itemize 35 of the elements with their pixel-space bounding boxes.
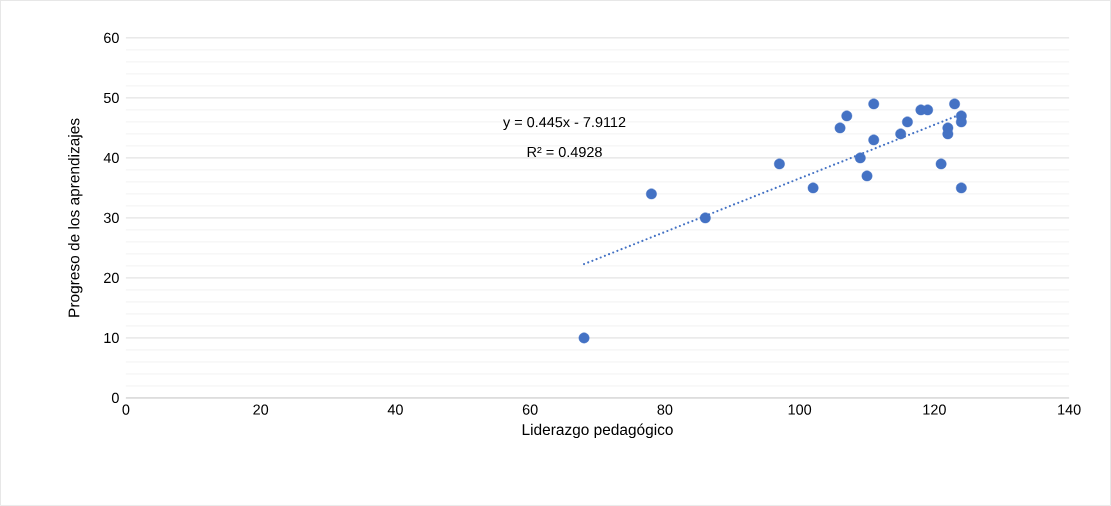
point [807, 182, 819, 194]
point [895, 128, 907, 140]
point [949, 98, 960, 110]
point [841, 110, 853, 122]
y-tick-label: 20 [104, 272, 119, 284]
point [699, 212, 711, 224]
y-tick-label: 50 [103, 92, 119, 104]
point [955, 182, 967, 194]
y-tick-label: 40 [103, 152, 119, 164]
point [868, 134, 880, 146]
y-axis-title: Progreso de los aprendizajes [68, 118, 83, 317]
y-tick-label: 10 [104, 332, 119, 344]
y-tick-label: 30 [103, 212, 119, 224]
point [774, 158, 785, 170]
point [854, 152, 866, 164]
point [646, 188, 657, 200]
point [834, 122, 846, 134]
point [902, 116, 913, 128]
x-tick-label: 0 [122, 404, 130, 415]
point [935, 158, 947, 170]
x-axis-title: Liderazgo pedagógico [522, 423, 673, 439]
x-tick-label: 140 [1058, 404, 1081, 415]
annotation: R² = 0.4928 [527, 146, 602, 158]
x-tick-label: 20 [253, 404, 269, 415]
x-tick-label: 40 [387, 404, 403, 415]
y-tick-label: 0 [111, 392, 119, 404]
y-tick-label: 60 [104, 32, 119, 44]
point [578, 332, 590, 344]
x-tick-label: 60 [522, 404, 538, 415]
x-tick-label: 120 [923, 404, 946, 415]
x-tick-label: 100 [788, 404, 812, 415]
point [861, 170, 873, 182]
x-tick-label: 80 [657, 404, 673, 415]
annotation: y = 0.445x - 7.9112 [503, 117, 626, 131]
point [868, 98, 880, 110]
